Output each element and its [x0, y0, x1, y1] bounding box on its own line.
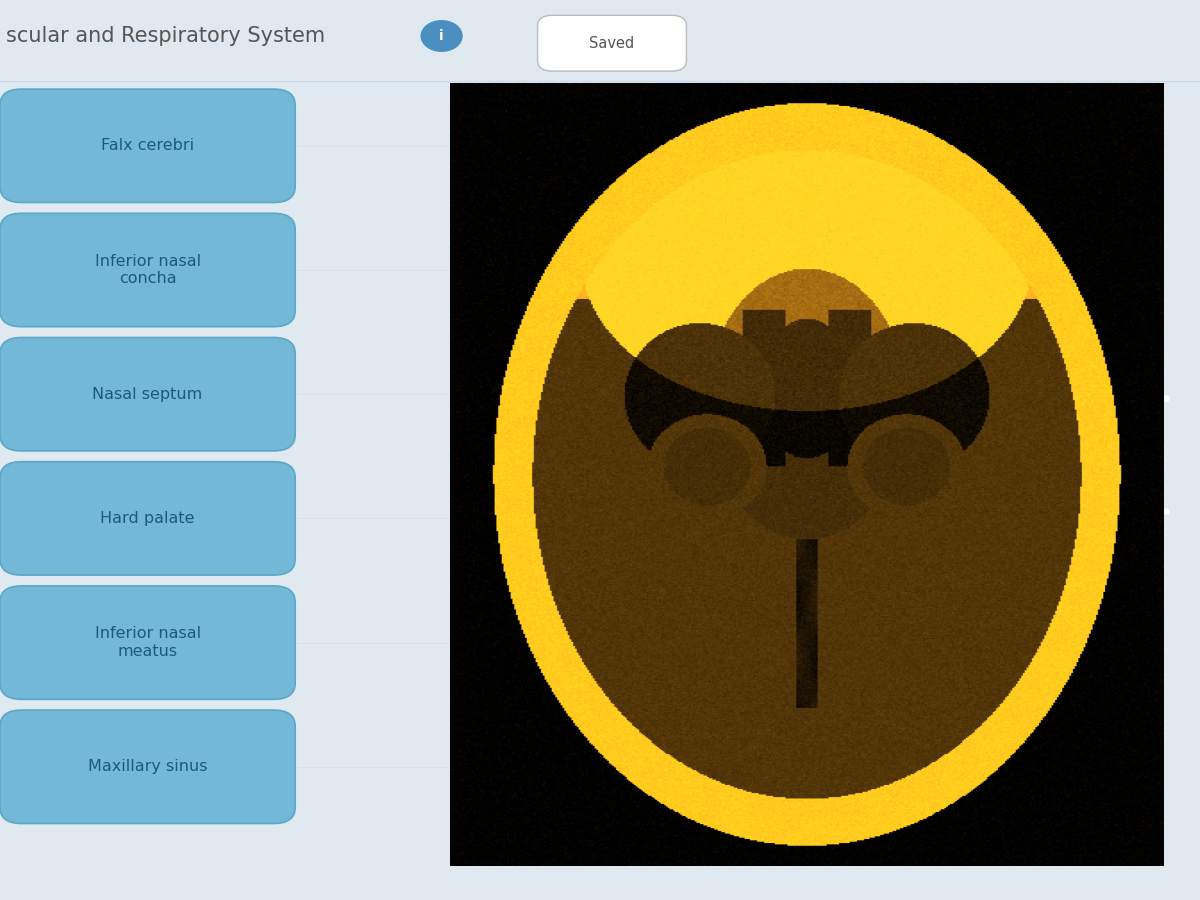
Text: Hard palate: Hard palate — [101, 511, 194, 526]
Text: Inferior nasal
meatus: Inferior nasal meatus — [95, 626, 200, 659]
FancyBboxPatch shape — [0, 338, 295, 451]
Circle shape — [421, 21, 462, 51]
Text: i: i — [439, 29, 444, 43]
FancyBboxPatch shape — [0, 213, 295, 327]
Text: Falx cerebri: Falx cerebri — [101, 139, 194, 153]
Text: Nasal septum: Nasal septum — [92, 387, 203, 401]
FancyBboxPatch shape — [1114, 373, 1153, 568]
FancyBboxPatch shape — [0, 710, 295, 824]
FancyBboxPatch shape — [538, 15, 686, 71]
FancyBboxPatch shape — [0, 462, 295, 575]
FancyBboxPatch shape — [0, 89, 295, 202]
Text: Saved: Saved — [589, 36, 635, 50]
Text: Inferior nasal
concha: Inferior nasal concha — [95, 254, 200, 286]
Text: scular and Respiratory System: scular and Respiratory System — [6, 26, 325, 46]
FancyBboxPatch shape — [0, 586, 295, 699]
Text: Maxillary sinus: Maxillary sinus — [88, 760, 208, 774]
